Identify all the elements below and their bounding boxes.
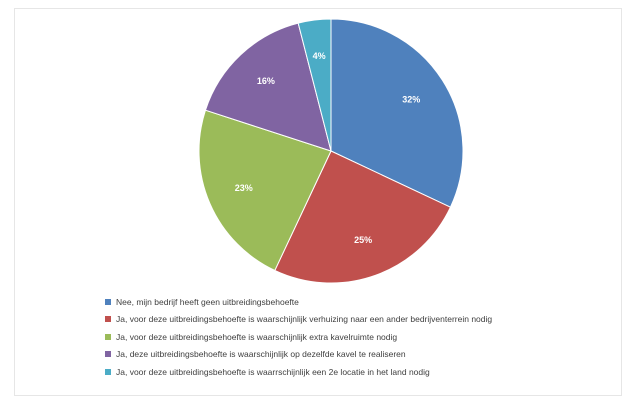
legend-swatch bbox=[105, 298, 111, 305]
pie-slice bbox=[204, 22, 332, 152]
legend-label: Ja, voor deze uitbreidingsbehoefte is wa… bbox=[116, 366, 430, 377]
legend: Nee, mijn bedrijf heeft geen uitbreiding… bbox=[105, 293, 575, 381]
slice-data-label: 32% bbox=[402, 94, 420, 104]
pie-chart: 32% 25% 23% 16% 4% bbox=[198, 18, 464, 284]
slice-data-label: 23% bbox=[235, 183, 253, 193]
legend-label: Ja, voor deze uitbreidingsbehoefte is wa… bbox=[116, 331, 398, 342]
pie-slice bbox=[330, 18, 464, 208]
legend-label: Nee, mijn bedrijf heeft geen uitbreiding… bbox=[116, 296, 299, 307]
slice-data-label: 25% bbox=[354, 235, 372, 245]
pie-slice bbox=[297, 18, 332, 152]
slice-data-label: 4% bbox=[313, 51, 326, 61]
legend-item: Ja, voor deze uitbreidingsbehoefte is wa… bbox=[105, 363, 575, 381]
legend-label: Ja, voor deze uitbreidingsbehoefte is wa… bbox=[116, 314, 493, 325]
legend-item: Nee, mijn bedrijf heeft geen uitbreiding… bbox=[105, 293, 575, 311]
chart-area: 32% 25% 23% 16% 4% Nee, mijn bedrijf heeft g… bbox=[14, 8, 622, 396]
legend-swatch bbox=[105, 333, 111, 340]
legend-item: Ja, voor deze uitbreidingsbehoefte is wa… bbox=[105, 328, 575, 346]
legend-swatch bbox=[105, 316, 111, 323]
legend-swatch bbox=[105, 368, 111, 375]
legend-label: Ja, deze uitbreidingsbehoefte is waarsch… bbox=[116, 349, 406, 360]
pie-slice bbox=[198, 109, 332, 272]
slice-data-label: 16% bbox=[257, 76, 275, 86]
legend-item: Ja, deze uitbreidingsbehoefte is waarsch… bbox=[105, 346, 575, 364]
legend-swatch bbox=[105, 351, 111, 358]
pie-slice bbox=[274, 150, 452, 284]
legend-item: Ja, voor deze uitbreidingsbehoefte is wa… bbox=[105, 311, 575, 329]
